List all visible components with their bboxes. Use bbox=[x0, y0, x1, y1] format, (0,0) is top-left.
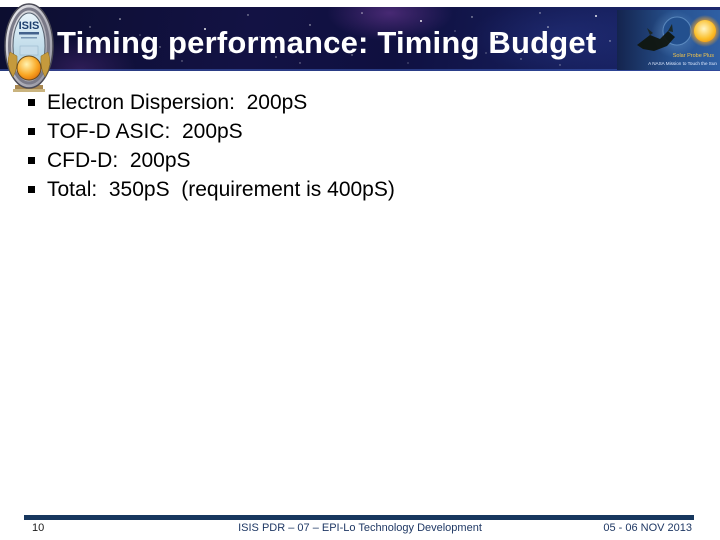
bullet-item: CFD-D: 200pS bbox=[28, 146, 678, 175]
isis-logo-text: ISIS bbox=[19, 20, 40, 32]
bullet-square-icon bbox=[28, 99, 35, 106]
bullet-item: Total: 350pS (requirement is 400pS) bbox=[28, 175, 678, 204]
bullet-text: Electron Dispersion: 200pS bbox=[47, 91, 308, 114]
bullet-square-icon bbox=[28, 186, 35, 193]
footer-title: ISIS PDR – 07 – EPI-Lo Technology Develo… bbox=[238, 522, 482, 534]
footer-divider bbox=[24, 515, 694, 520]
isis-logo: ISIS bbox=[4, 3, 54, 92]
bullet-square-icon bbox=[28, 128, 35, 135]
bullet-square-icon bbox=[28, 157, 35, 164]
title-banner bbox=[0, 7, 720, 71]
logo-left-wing bbox=[7, 51, 18, 78]
solar-probe-plus-image: Solar Probe Plus A NASA Mission to Touch… bbox=[617, 10, 720, 70]
page-title: Timing performance: Timing Budget bbox=[57, 25, 597, 60]
starfield-decoration bbox=[89, 12, 611, 66]
page-number: 10 bbox=[32, 522, 45, 534]
bullet-item: Electron Dispersion: 200pS bbox=[28, 88, 678, 117]
logo-sun bbox=[16, 55, 42, 81]
probe-caption-tagline: A NASA Mission to Touch the Sun bbox=[648, 61, 717, 66]
bullet-text: Total: 350pS (requirement is 400pS) bbox=[47, 178, 395, 201]
bullet-list: Electron Dispersion: 200pS TOF-D ASIC: 2… bbox=[28, 88, 678, 204]
bullet-text: CFD-D: 200pS bbox=[47, 149, 191, 172]
bullet-item: TOF-D ASIC: 200pS bbox=[28, 117, 678, 146]
probe-caption-title: Solar Probe Plus bbox=[673, 53, 715, 59]
footer-date: 05 - 06 NOV 2013 bbox=[603, 522, 692, 534]
bullet-text: TOF-D ASIC: 200pS bbox=[47, 120, 243, 143]
logo-right-wing bbox=[40, 51, 51, 78]
spacecraft-silhouette bbox=[637, 31, 675, 51]
